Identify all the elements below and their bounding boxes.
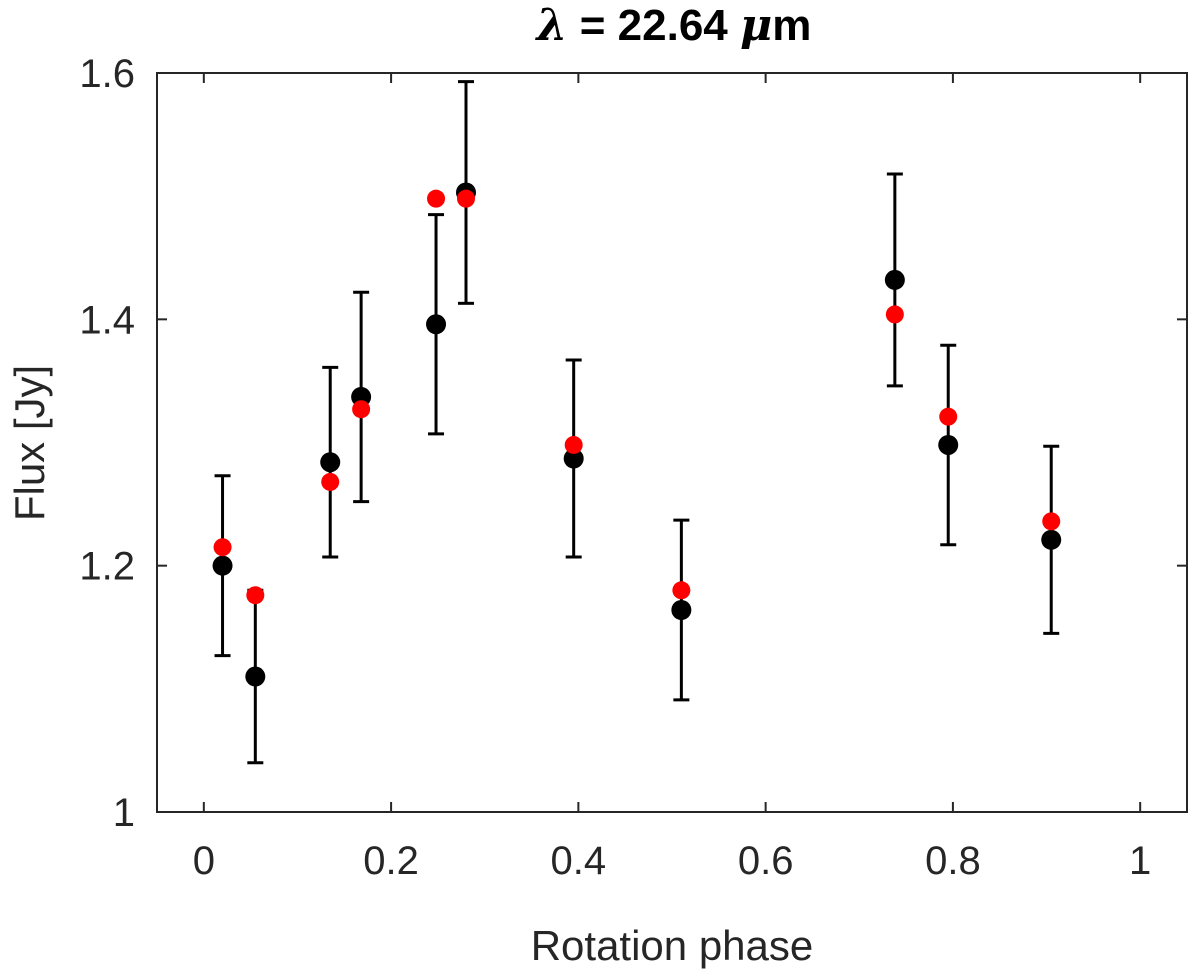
observed-point	[426, 314, 447, 335]
observed-points	[212, 182, 1062, 687]
model-points	[213, 189, 1061, 605]
model-point	[939, 407, 958, 426]
model-point	[672, 581, 691, 600]
x-tick-label: 0.4	[551, 839, 607, 883]
observed-point	[1041, 529, 1062, 550]
y-tick-label: 1.6	[79, 52, 135, 96]
model-point	[321, 472, 340, 491]
title-mu-symbol: μ	[740, 0, 772, 51]
y-tick-label: 1.4	[79, 298, 135, 342]
model-point	[427, 189, 446, 208]
observed-point	[212, 555, 233, 576]
observed-point	[245, 666, 266, 687]
x-tick-label: 0.2	[363, 839, 419, 883]
plot-area-frame	[156, 72, 1188, 813]
y-axis-label: Flux [Jy]	[6, 365, 53, 521]
observed-point	[671, 600, 692, 621]
x-axis-label: Rotation phase	[531, 922, 814, 969]
title-value: = 22.64	[568, 1, 740, 50]
observed-point	[938, 434, 959, 455]
x-tick-label: 0	[193, 839, 215, 883]
y-tick-label: 1.2	[79, 545, 135, 589]
title-unit: m	[772, 1, 811, 50]
x-tick-label: 1	[1129, 839, 1151, 883]
x-tick-label: 0.6	[738, 839, 794, 883]
axis-ticks	[157, 72, 1187, 813]
observed-point	[320, 452, 341, 473]
observed-point	[563, 448, 584, 469]
x-tick-labels: 0 0.2 0.4 0.6 0.8 1	[193, 839, 1152, 883]
observed-point	[884, 269, 905, 290]
y-tick-labels: 1 1.2 1.4 1.6	[79, 52, 135, 835]
model-point	[213, 538, 232, 557]
model-point	[885, 305, 904, 324]
model-point	[457, 189, 475, 208]
title-lambda-symbol: λ	[535, 0, 568, 51]
model-point	[1042, 512, 1061, 531]
model-point	[564, 435, 583, 454]
chart-title: λ = 22.64 μm	[535, 0, 812, 51]
model-point	[246, 586, 265, 605]
x-tick-label: 0.8	[925, 839, 981, 883]
y-tick-label: 1	[113, 791, 135, 835]
model-point	[352, 400, 371, 419]
error-bars	[214, 80, 1060, 765]
